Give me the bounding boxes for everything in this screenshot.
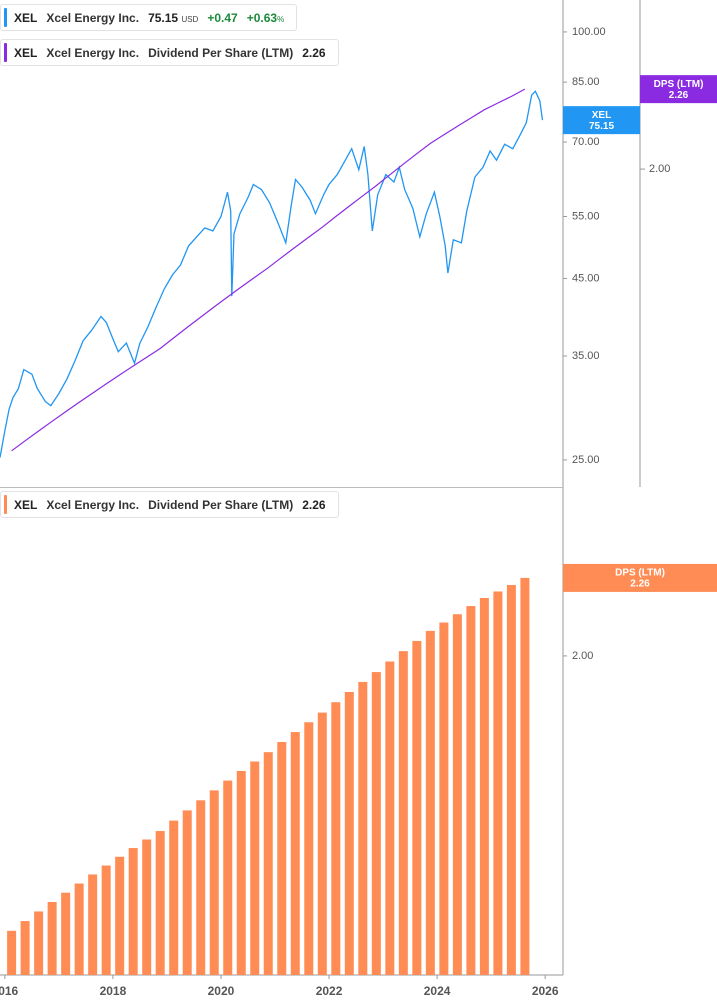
bar — [506, 585, 516, 975]
value-tag-name: DPS (LTM) — [615, 568, 665, 579]
bar — [88, 874, 98, 975]
y-tick-label: 25.00 — [572, 454, 600, 466]
bar — [169, 820, 179, 975]
change: +0.47 — [207, 10, 238, 25]
company: Xcel Energy Inc. — [46, 45, 140, 60]
value-tag — [640, 75, 717, 104]
dps-legend: XEL Xcel Energy Inc. Dividend Per Share … — [0, 39, 339, 66]
x-tick-label: 2026 — [532, 984, 559, 998]
x-tick-label: 2016 — [0, 984, 19, 998]
bar — [115, 856, 125, 975]
bar — [317, 712, 327, 975]
x-tick-label: 2018 — [100, 984, 127, 998]
last-price: 75.15 — [148, 10, 179, 25]
legend-swatch — [4, 8, 7, 27]
bar — [412, 640, 422, 975]
value-tag-value: 75.15 — [589, 121, 614, 132]
bar — [344, 692, 354, 975]
legend-swatch — [4, 43, 7, 62]
bar — [398, 651, 408, 975]
bar — [304, 722, 314, 975]
bar — [452, 614, 462, 975]
metric-value: 2.26 — [302, 497, 326, 512]
bar — [7, 930, 17, 975]
y-tick-label: 45.00 — [572, 272, 600, 284]
y-tick-label: 85.00 — [572, 76, 600, 88]
bar — [182, 810, 192, 975]
value-tag — [563, 106, 640, 135]
y-tick-label: 55.00 — [572, 210, 600, 222]
bar — [493, 591, 503, 975]
bar — [331, 702, 341, 975]
price-legend: XEL Xcel Energy Inc. 75.15 USD +0.47 +0.… — [0, 4, 298, 31]
x-tick-label: 2022 — [316, 984, 343, 998]
ticker: XEL — [14, 45, 38, 60]
bar — [20, 921, 30, 975]
ticker: XEL — [14, 497, 38, 512]
bar — [277, 742, 287, 975]
bar — [47, 902, 57, 975]
y-tick-label: 2.00 — [572, 650, 593, 662]
bar — [196, 800, 206, 975]
bar — [101, 865, 111, 975]
y2-tick-label: 2.00 — [649, 163, 670, 175]
bar — [358, 681, 368, 975]
bar — [520, 577, 530, 975]
bar — [250, 761, 260, 975]
ticker: XEL — [14, 10, 38, 25]
value-tag-value: 2.26 — [669, 90, 689, 101]
bar — [479, 597, 489, 975]
x-tick-label: 2020 — [208, 984, 235, 998]
bar — [142, 839, 152, 975]
change-pct: +0.63 — [246, 10, 278, 25]
bar — [223, 780, 233, 975]
bar — [290, 732, 300, 975]
value-tag-value: 2.26 — [630, 579, 650, 590]
bar — [209, 790, 219, 975]
bar — [155, 831, 165, 975]
bar — [128, 848, 138, 975]
dps-bar-legend: XEL Xcel Energy Inc. Dividend Per Share … — [0, 491, 339, 518]
y-tick-label: 35.00 — [572, 350, 600, 362]
pct-sign: % — [277, 14, 285, 24]
metric-value: 2.26 — [302, 45, 326, 60]
bar — [466, 606, 476, 975]
y-tick-label: 70.00 — [572, 136, 600, 148]
value-tag-name: XEL — [592, 110, 611, 121]
bar — [425, 630, 435, 975]
bar — [61, 892, 71, 975]
bar — [371, 672, 381, 975]
company: Xcel Energy Inc. — [46, 497, 140, 512]
metric: Dividend Per Share (LTM) — [148, 45, 294, 60]
metric: Dividend Per Share (LTM) — [148, 497, 294, 512]
bar — [263, 752, 273, 975]
value-tag — [563, 563, 717, 592]
series-line — [0, 90, 544, 458]
series-line — [11, 88, 526, 452]
value-tag-name: DPS (LTM) — [654, 79, 704, 90]
bar — [236, 770, 246, 975]
legend-swatch — [4, 495, 7, 514]
company: Xcel Energy Inc. — [46, 10, 140, 25]
y-tick-label: 100.00 — [572, 26, 606, 38]
bar — [74, 883, 84, 975]
bar — [385, 661, 395, 975]
currency: USD — [181, 14, 199, 24]
x-tick-label: 2024 — [424, 984, 451, 998]
bar — [439, 622, 449, 975]
bar — [34, 911, 44, 975]
